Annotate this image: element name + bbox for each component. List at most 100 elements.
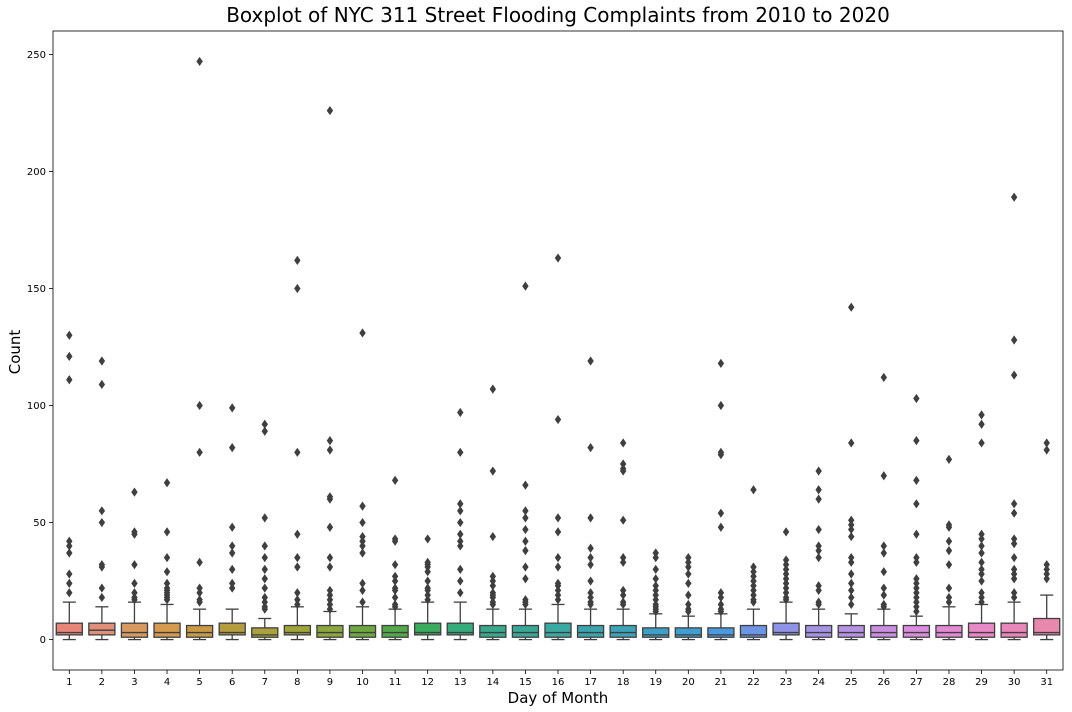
outlier-point (652, 574, 659, 584)
outlier-point (880, 471, 888, 481)
outlier-point (619, 553, 627, 563)
x-tick-label: 8 (294, 677, 300, 688)
outlier-point (294, 599, 301, 610)
box-day-11 (381, 475, 409, 641)
outlier-point (587, 560, 594, 570)
outlier-point (587, 356, 594, 366)
outlier-point (228, 578, 236, 588)
x-tick-label: 21 (715, 677, 728, 688)
outlier-point (652, 585, 659, 596)
box-iqr (935, 624, 963, 638)
box-iqr (772, 622, 800, 636)
outlier-point (163, 595, 171, 605)
outlier-point (489, 384, 497, 394)
outlier-point (1010, 592, 1018, 603)
outlier-point (782, 588, 790, 598)
outlier-point (554, 581, 562, 591)
y-tick-label: 250 (27, 50, 46, 61)
box-day-6 (218, 403, 246, 641)
outlier-point (619, 466, 627, 476)
outlier-point (424, 576, 431, 586)
outlier-point (945, 560, 953, 570)
x-tick-label: 29 (975, 677, 988, 688)
x-tick-label: 31 (1040, 677, 1053, 688)
outlier-point (619, 557, 627, 567)
outlier-point (685, 553, 692, 563)
outlier-point (587, 588, 594, 598)
outlier-point (424, 562, 431, 572)
outlier-point (522, 599, 529, 610)
outlier-point (131, 560, 138, 570)
outlier-point (457, 588, 464, 598)
outlier-point (359, 578, 366, 588)
outlier-point (587, 543, 594, 553)
outlier-point (815, 494, 822, 504)
outlier-point (1010, 539, 1018, 549)
box-day-24 (804, 466, 833, 641)
outlier-point (815, 541, 822, 551)
outlier-point (196, 447, 203, 457)
outlier-point (652, 553, 659, 563)
outlier-point (196, 583, 203, 593)
outlier-point (261, 592, 268, 603)
x-tick-label: 16 (552, 677, 565, 688)
outlier-point (880, 372, 888, 383)
outlier-point (880, 590, 888, 600)
outlier-point (326, 595, 334, 605)
outlier-point (489, 592, 497, 603)
outlier-point (391, 475, 399, 486)
outlier-point (326, 522, 334, 532)
x-tick-label: 13 (454, 677, 467, 688)
outlier-point (848, 585, 855, 596)
outlier-point (717, 588, 725, 598)
outlier-point (522, 574, 529, 584)
outlier-point (848, 578, 855, 588)
box-iqr (707, 627, 735, 638)
outlier-point (978, 569, 985, 579)
outlier-point (424, 595, 431, 605)
outlier-point (326, 562, 334, 572)
outlier-point (326, 604, 334, 614)
outlier-point (619, 459, 627, 469)
box-day-22 (739, 485, 768, 641)
outlier-point (163, 578, 171, 588)
box-day-2 (88, 356, 116, 641)
outlier-point (652, 564, 659, 574)
outlier-point (913, 557, 920, 567)
outlier-point (66, 588, 73, 598)
outlier-point (1043, 438, 1050, 448)
box-iqr (88, 622, 116, 636)
outlier-point (978, 576, 985, 586)
outlier-point (554, 585, 562, 596)
outlier-point (228, 403, 236, 413)
outlier-point (880, 541, 888, 551)
outlier-point (522, 562, 529, 572)
outlier-point (1043, 560, 1050, 570)
outlier-point (326, 553, 334, 563)
outlier-point (163, 527, 171, 537)
outlier-point (131, 487, 138, 497)
plot-frame (52, 30, 1064, 671)
x-tick-label: 27 (910, 677, 923, 688)
outlier-point (848, 438, 855, 448)
x-tick-label: 20 (682, 677, 695, 688)
x-tick-label: 15 (519, 677, 532, 688)
outlier-point (554, 553, 562, 563)
outlier-point (978, 557, 985, 567)
outlier-point (978, 410, 985, 420)
y-tick-label: 150 (27, 284, 46, 295)
outlier-point (815, 466, 822, 476)
outlier-point (880, 548, 888, 558)
box-iqr (870, 624, 898, 638)
outlier-point (815, 581, 822, 591)
box-iqr (576, 624, 605, 638)
box-iqr (251, 627, 279, 638)
outlier-point (717, 599, 725, 610)
outlier-point (554, 527, 562, 537)
outlier-point (978, 597, 985, 607)
outlier-point (945, 592, 953, 603)
outlier-point (294, 283, 301, 294)
outlier-point (945, 536, 953, 546)
outlier-point (326, 494, 334, 504)
